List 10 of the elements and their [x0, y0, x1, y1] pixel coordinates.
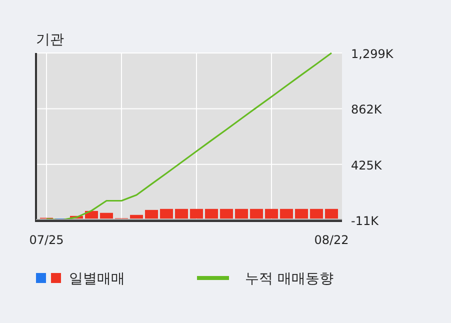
y-tick-label: -11K	[351, 214, 380, 228]
chart-title: 기관	[36, 32, 64, 48]
x-tick-label: 08/22	[314, 233, 349, 247]
legend-label: 일별매매	[69, 271, 125, 287]
legend-label: 누적 매매동향	[245, 271, 334, 287]
line-series	[46, 52, 332, 221]
y-tick-label: 425K	[351, 158, 383, 172]
x-tick-label: 07/25	[29, 233, 64, 247]
y-tick-label: 1,299K	[351, 47, 394, 61]
y-tick-label: 862K	[351, 102, 383, 117]
